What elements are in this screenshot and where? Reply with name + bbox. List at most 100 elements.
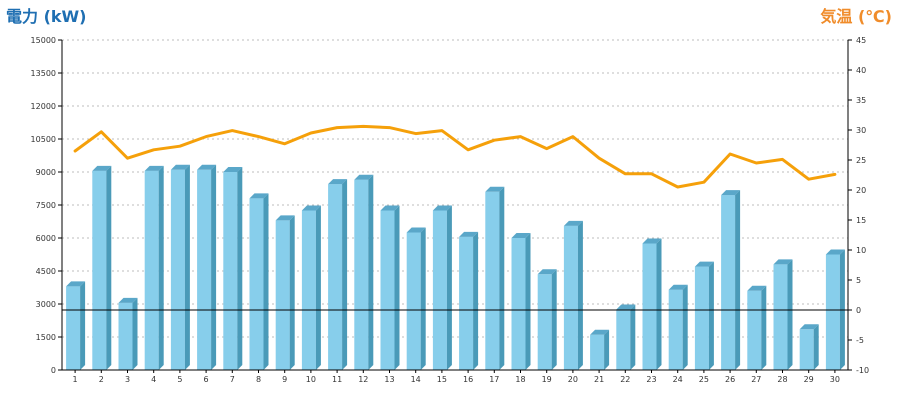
left-axis-tick-label: 9000 bbox=[36, 168, 56, 177]
bar-side bbox=[342, 179, 348, 370]
right-axis-tick-label: 25 bbox=[856, 156, 866, 165]
left-axis-tick-label: 3000 bbox=[36, 300, 56, 309]
bar-top bbox=[170, 164, 190, 170]
x-axis-tick-label: 2 bbox=[99, 375, 104, 384]
x-axis-tick-label: 15 bbox=[437, 375, 447, 384]
bar-top bbox=[590, 329, 610, 335]
left-axis-tick-label: 12000 bbox=[31, 102, 56, 111]
bar-side bbox=[761, 285, 767, 370]
bar bbox=[616, 304, 636, 370]
x-axis-tick-label: 25 bbox=[699, 375, 709, 384]
bar-top bbox=[197, 164, 217, 170]
bar-side bbox=[499, 186, 505, 370]
right-axis-tick-label: 0 bbox=[856, 306, 861, 315]
bar bbox=[275, 215, 295, 370]
bar-front bbox=[721, 195, 736, 370]
bar bbox=[511, 233, 531, 370]
bar-side bbox=[446, 205, 452, 370]
temperature-line-series bbox=[73, 124, 837, 189]
bar-side bbox=[551, 269, 557, 370]
x-axis-tick-label: 29 bbox=[804, 375, 814, 384]
right-axis-tick-label: 40 bbox=[856, 66, 866, 75]
right-axis-tick-label: 45 bbox=[856, 36, 866, 45]
x-axis-tick-label: 21 bbox=[594, 375, 604, 384]
bar-top bbox=[825, 249, 845, 255]
x-axis-tick-label: 24 bbox=[673, 375, 683, 384]
bar-front bbox=[459, 236, 474, 370]
bar-front bbox=[773, 264, 788, 370]
bar bbox=[197, 164, 217, 370]
x-axis-tick-label: 12 bbox=[358, 375, 368, 384]
bar-front bbox=[118, 302, 133, 370]
bar-top bbox=[249, 193, 269, 199]
right-axis-tick-label: 15 bbox=[856, 216, 866, 225]
x-axis-tick-label: 7 bbox=[230, 375, 235, 384]
bar bbox=[694, 261, 714, 370]
bar-side bbox=[158, 165, 164, 370]
bar-side bbox=[577, 220, 583, 370]
bar-front bbox=[197, 169, 212, 370]
bar-side bbox=[289, 215, 295, 370]
bar-top bbox=[118, 297, 138, 303]
x-axis-tick-label: 5 bbox=[177, 375, 182, 384]
bar-front bbox=[747, 290, 762, 370]
right-axis-tick-label: -10 bbox=[856, 366, 869, 375]
left-axis-tick-label: 6000 bbox=[36, 234, 56, 243]
bar-top bbox=[275, 215, 295, 221]
bar-front bbox=[380, 210, 395, 370]
bar-side bbox=[656, 238, 662, 370]
x-axis-tick-label: 9 bbox=[282, 375, 287, 384]
bar-side bbox=[263, 193, 269, 370]
left-axis-tick-label: 4500 bbox=[36, 267, 56, 276]
bar bbox=[721, 190, 741, 370]
bar bbox=[799, 324, 819, 370]
bar-front bbox=[275, 220, 290, 370]
bar bbox=[485, 186, 505, 370]
right-axis-tick-label: 5 bbox=[856, 276, 861, 285]
bar-front bbox=[825, 254, 840, 370]
bar-front bbox=[668, 289, 683, 370]
bar bbox=[223, 167, 243, 370]
bar bbox=[249, 193, 269, 370]
x-axis-tick-label: 26 bbox=[725, 375, 735, 384]
bar-front bbox=[642, 243, 657, 370]
bar-top bbox=[223, 167, 243, 172]
bar bbox=[747, 285, 767, 370]
bar-side bbox=[184, 164, 190, 370]
bar-front bbox=[616, 309, 631, 370]
bar bbox=[773, 259, 793, 370]
bar-side bbox=[394, 205, 400, 370]
bar bbox=[590, 329, 610, 370]
bar bbox=[92, 165, 112, 370]
x-axis-tick-label: 18 bbox=[515, 375, 525, 384]
x-axis-tick-label: 16 bbox=[463, 375, 473, 384]
bar-side bbox=[735, 190, 741, 370]
bar bbox=[537, 269, 557, 370]
x-axis-tick-label: 20 bbox=[568, 375, 578, 384]
bar-front bbox=[249, 198, 264, 370]
axes: 0 1500 3000 4500 6000 7500 9000 10500 12000 13500… bbox=[31, 36, 870, 384]
x-axis-tick-label: 8 bbox=[256, 375, 261, 384]
bar bbox=[301, 205, 321, 370]
bar-front bbox=[66, 286, 81, 370]
bar-top bbox=[773, 259, 793, 265]
bar-top bbox=[92, 165, 112, 171]
left-axis-tick-label: 1500 bbox=[36, 333, 56, 342]
bar bbox=[668, 284, 688, 370]
right-axis-tick-label: 10 bbox=[856, 246, 866, 255]
x-axis-tick-label: 30 bbox=[830, 375, 840, 384]
bar-front bbox=[406, 232, 421, 370]
bar-front bbox=[223, 172, 238, 370]
bar bbox=[432, 205, 452, 370]
bar-side bbox=[368, 174, 374, 370]
bar bbox=[354, 174, 374, 370]
bar-side bbox=[473, 231, 479, 370]
bar-top bbox=[511, 233, 531, 238]
x-axis-tick-label: 28 bbox=[777, 375, 787, 384]
bar-front bbox=[511, 238, 526, 370]
bar-side bbox=[237, 167, 243, 370]
bar bbox=[406, 227, 426, 370]
x-axis-tick-label: 27 bbox=[751, 375, 761, 384]
